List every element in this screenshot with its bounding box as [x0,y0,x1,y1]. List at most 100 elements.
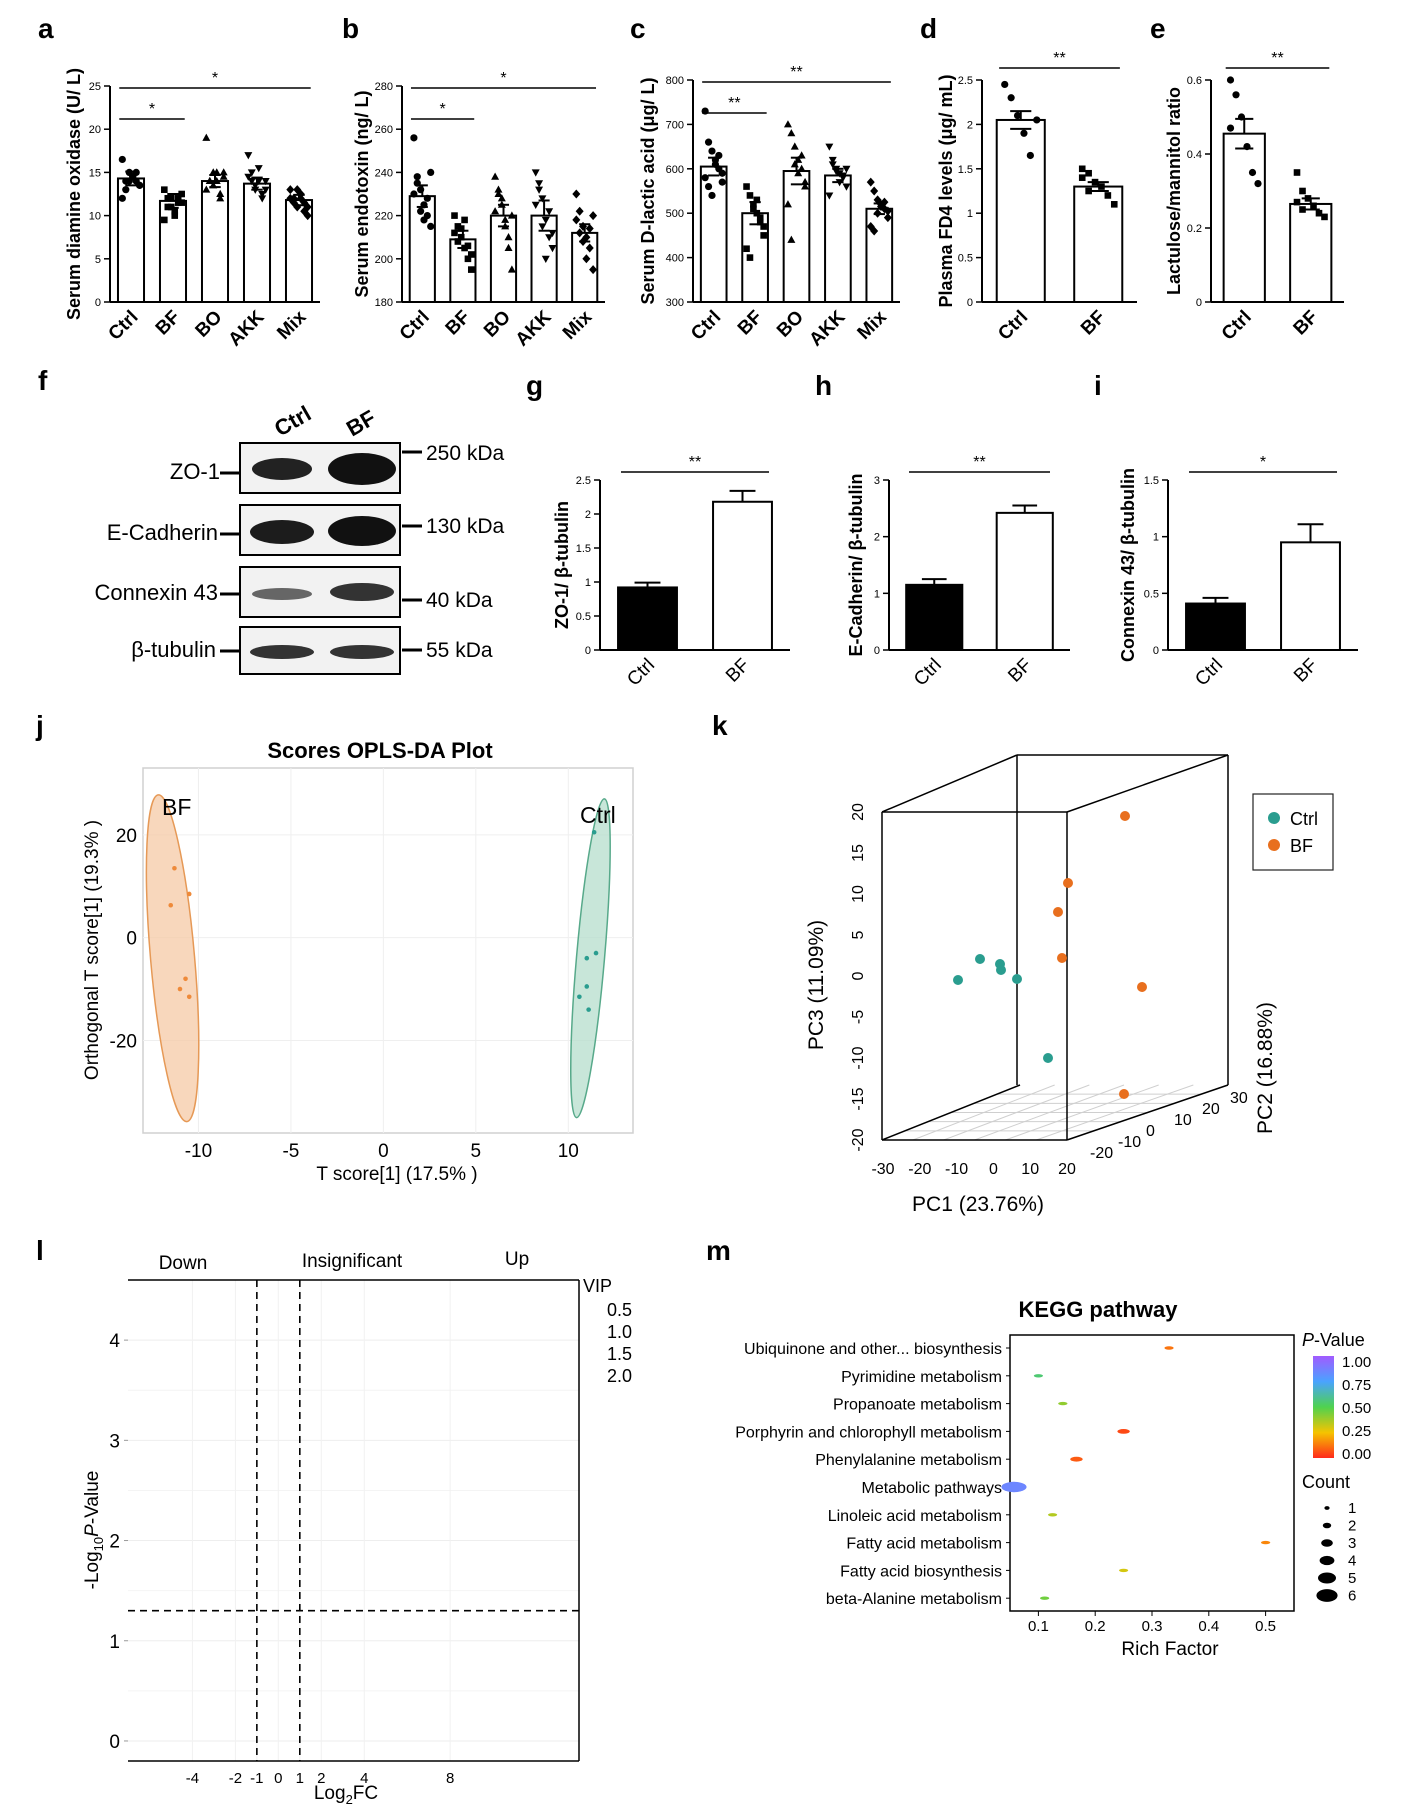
data-point-b [451,229,458,237]
m-pathway-label: Ubiquinone and other... biosynthesis [744,1341,1002,1358]
data-point-c [832,168,841,176]
panel-letter-c: c [630,13,646,44]
l-x-tick-label: 2 [317,1770,325,1787]
bar-g-Ctrl [617,586,678,652]
band-cx43-bf [330,583,394,601]
data-point-a [122,177,130,185]
data-point-a [251,186,260,194]
data-point-c [743,245,750,253]
data-point-b [582,254,591,264]
data-point-c [797,164,806,172]
data-point-d [1007,94,1015,102]
panel-letter-e: e [1150,13,1166,44]
chart-j-plot-area [142,767,634,1134]
m-point [1040,1596,1050,1600]
k-point-ctrl [975,954,985,964]
colorbar-tick-075: 0.75 [1342,1377,1371,1394]
data-point-a [216,189,225,197]
data-point-c [756,218,764,226]
chart-l-xlabel: Log2FC [314,1783,378,1807]
data-point-e [1232,91,1240,99]
data-point-b [497,194,506,202]
data-point-c [750,205,757,213]
data-point-c [787,235,796,243]
size-legend-label: 3 [1348,1535,1356,1552]
sig-label-c: ** [728,95,740,112]
size-legend-marker [1324,1506,1330,1510]
panel-letter-k: k [712,710,728,741]
data-point-a [244,152,253,160]
chart-j-oplsda: Scores OPLS-DA Plot -10 -5 0 5 10 -20 0 20 BF Ctr… [82,738,634,1185]
k-y-tick-label: -20 [850,1128,867,1151]
size-legend-marker [1319,1555,1335,1566]
data-point-c [801,182,810,190]
data-point-b [538,223,547,231]
y-axis-label-e: Lactulose/mannitol ratio [1164,87,1184,295]
m-pathway-label: Porphyrin and chlorophyll metabolism [735,1424,1002,1441]
chart-k-legend-box [1252,793,1334,871]
vip-1-5: 1.5 [607,1344,632,1364]
band-zo1-bf [328,453,396,485]
data-point-b [423,194,431,202]
colorbar-title: P-Value [1302,1330,1365,1350]
data-point-c [825,192,834,200]
data-point-c [790,142,799,150]
data-point-c [708,191,716,200]
k-y-tick-label: -5 [850,1010,867,1024]
j-point-Ctrl [577,994,582,1000]
data-point-a [247,178,256,186]
data-point-a [293,185,302,195]
y-tick-label-b: 220 [375,211,393,223]
data-point-b [417,186,425,194]
data-point-c [718,169,726,177]
data-point-c [753,196,761,204]
data-point-a [171,207,179,215]
y-tick-label-g: 0.5 [576,611,591,623]
k-y-tick-label: 0 [850,971,867,980]
data-point-d [1085,169,1092,177]
chart-m-kegg: KEGG pathway Ubiquinone and other... bio… [735,1297,1371,1660]
data-point-b [507,211,516,219]
data-point-c [704,138,713,146]
j-y-tick-label: 0 [126,929,137,950]
panel-letter-i: i [1094,370,1102,401]
chart-m-xlabel: Rich Factor [1121,1639,1219,1660]
y-tick-label-a: 5 [95,254,101,266]
data-point-c [708,147,716,155]
data-point-a [171,212,179,219]
bar-i-BF [1280,541,1341,651]
protein-label-connexin: Connexin 43 [94,580,218,605]
y-tick-label-d: 1.5 [958,164,973,176]
data-point-a [254,178,263,186]
data-point-b [464,242,472,250]
data-point-e [1293,198,1301,206]
j-point-BF [168,902,174,908]
band-ecad-bf [328,516,396,546]
size-legend-label: 1 [1348,1500,1356,1517]
k-point-ctrl [953,975,963,985]
data-point-a [122,186,130,194]
colorbar-tick-000: 0.00 [1342,1446,1371,1463]
data-point-e [1293,169,1301,176]
m-point [1261,1540,1271,1545]
m-point [1058,1401,1068,1406]
data-point-a [118,155,126,164]
m-x-tick-label: 0.1 [1028,1618,1049,1635]
data-point-b [538,195,547,203]
chart-j-xlabel: T score[1] (17.5% ) [316,1164,477,1185]
data-point-c [825,143,834,151]
k-point-ctrl [996,965,1006,975]
data-point-c [870,186,879,196]
bar-b-BO [489,214,518,304]
chart-j-ylabel: Orthogonal T score[1] (19.3% ) [82,820,103,1080]
protein-label-ecadherin: E-Cadherin [107,520,218,545]
data-point-a [164,195,172,202]
y-tick-label-b: 260 [375,124,393,136]
j-point-BF [172,865,177,871]
sig-label-d: ** [1053,50,1065,67]
data-point-b [451,212,458,219]
size-legend-label: 2 [1348,1518,1356,1535]
m-point [1164,1346,1174,1350]
